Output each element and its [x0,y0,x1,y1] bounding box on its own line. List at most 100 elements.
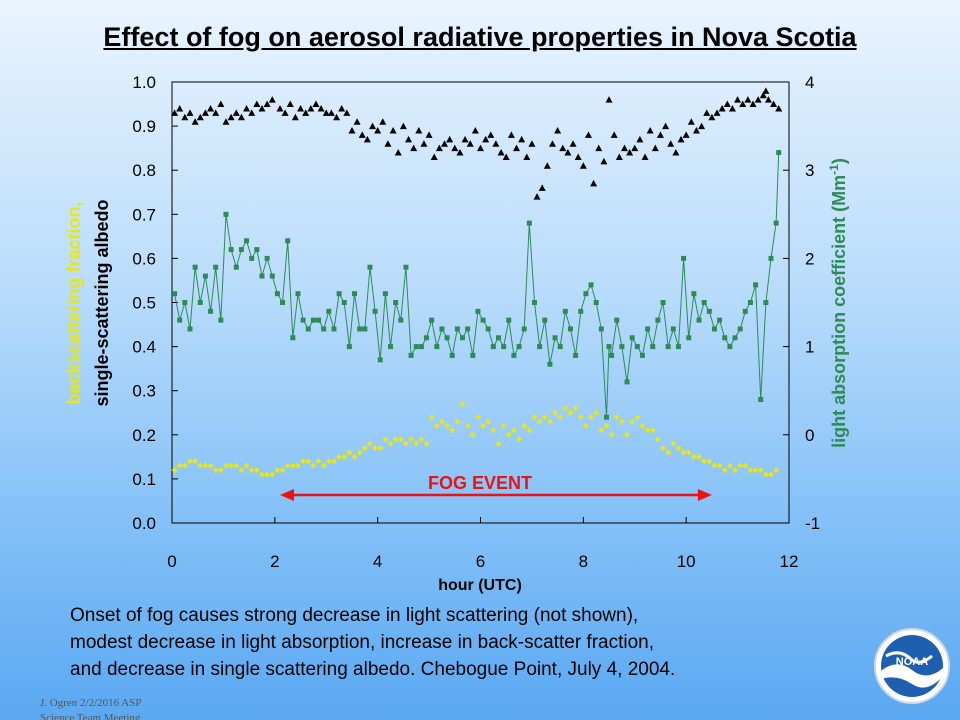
absorption-point [305,326,311,332]
absorption-point [722,335,728,341]
series-albedo [171,87,783,200]
backscatter-point [742,462,749,469]
right-axis-ticks: -1 0 1 2 3 4 [783,73,820,533]
absorption-point [711,326,717,332]
absorption-point [542,317,548,323]
absorption-point [562,308,568,314]
albedo-point [548,140,556,147]
backscatter-point [181,462,188,469]
albedo-point [466,140,474,147]
albedo-point [662,122,670,130]
backscatter-point [639,422,646,429]
albedo-point [420,140,428,147]
absorption-point [264,255,270,261]
right-axis-label-close: ) [829,158,849,164]
albedo-point [248,109,256,116]
absorption-point [249,255,255,261]
backscatter-point [593,409,600,416]
absorption-point [634,344,640,350]
backscatter-point [500,422,507,429]
albedo-point [338,104,346,112]
absorption-point [202,273,208,279]
backscatter-point [300,458,307,465]
absorption-point [732,335,738,341]
right-tick-label: 2 [805,249,814,268]
right-tick-label: -1 [805,514,820,533]
backscatter-point [706,458,713,465]
albedo-point [482,135,490,143]
backscatter-point [207,462,214,469]
backscatter-point [310,462,317,469]
absorption-point [290,335,296,341]
x-tick-label: 4 [373,552,382,571]
albedo-point [312,100,320,108]
right-axis-label: light absorption coefficient (Mm-1) [827,158,849,448]
absorption-point [331,326,337,332]
left-tick-label: 0.0 [132,514,156,533]
backscatter-point [336,453,343,460]
albedo-point [363,135,371,143]
series-absorption-line [174,152,780,418]
x-axis-label: hour (UTC) [438,577,522,594]
backscatter-point [680,449,687,456]
albedo-point [487,131,495,138]
backscatter-point [469,431,476,438]
backscatter-point [711,462,718,469]
backscatter-point [228,462,235,469]
albedo-point [667,140,675,147]
absorption-point [213,264,219,270]
albedo-point [682,131,690,138]
backscatter-point [557,414,564,421]
absorption-point [650,344,656,350]
absorption-point [727,344,733,350]
backscatter-point [690,453,697,460]
backscatter-point [258,471,265,478]
backscatter-point [372,445,379,452]
backscatter-point [505,431,512,438]
albedo-point [227,113,235,121]
absorption-point [537,344,543,350]
absorption-point [393,300,399,305]
backscatter-point [510,427,517,434]
albedo-point [770,100,778,108]
albedo-point [651,144,659,152]
absorption-point [346,344,352,350]
backscatter-point [546,418,553,425]
albedo-point [554,127,562,134]
fog-event-arrow [279,489,712,501]
absorption-point [310,317,316,323]
backscatter-point [197,462,204,469]
albedo-point [764,96,772,103]
albedo-point [579,162,587,169]
absorption-point [742,308,748,314]
backscatter-point [387,440,394,447]
absorption-point [424,335,430,341]
x-tick-label: 2 [270,552,279,571]
backscatter-point [495,440,502,447]
backscatter-point [567,409,574,416]
backscatter-point [408,436,415,443]
albedo-point [512,144,520,152]
backscatter-point [613,414,620,421]
albedo-point [507,131,515,138]
backscatter-point [737,462,744,469]
albedo-point [410,144,418,152]
absorption-point [506,317,512,323]
backscatter-point [701,458,708,465]
albedo-point [232,109,240,116]
absorption-point [583,291,589,297]
albedo-point [564,149,572,156]
absorption-point [552,335,558,341]
backscatter-point [192,458,199,465]
backscatter-point [572,405,579,412]
albedo-point [646,127,654,134]
caption: Onset of fog causes strong decrease in l… [70,602,870,683]
series-absorption [172,150,782,420]
absorption-point [665,344,671,350]
absorption-point [316,317,322,323]
albedo-point [739,100,747,108]
albedo-point [243,104,251,112]
absorption-point [274,291,280,297]
absorption-point [280,300,286,305]
absorption-point [526,220,532,226]
